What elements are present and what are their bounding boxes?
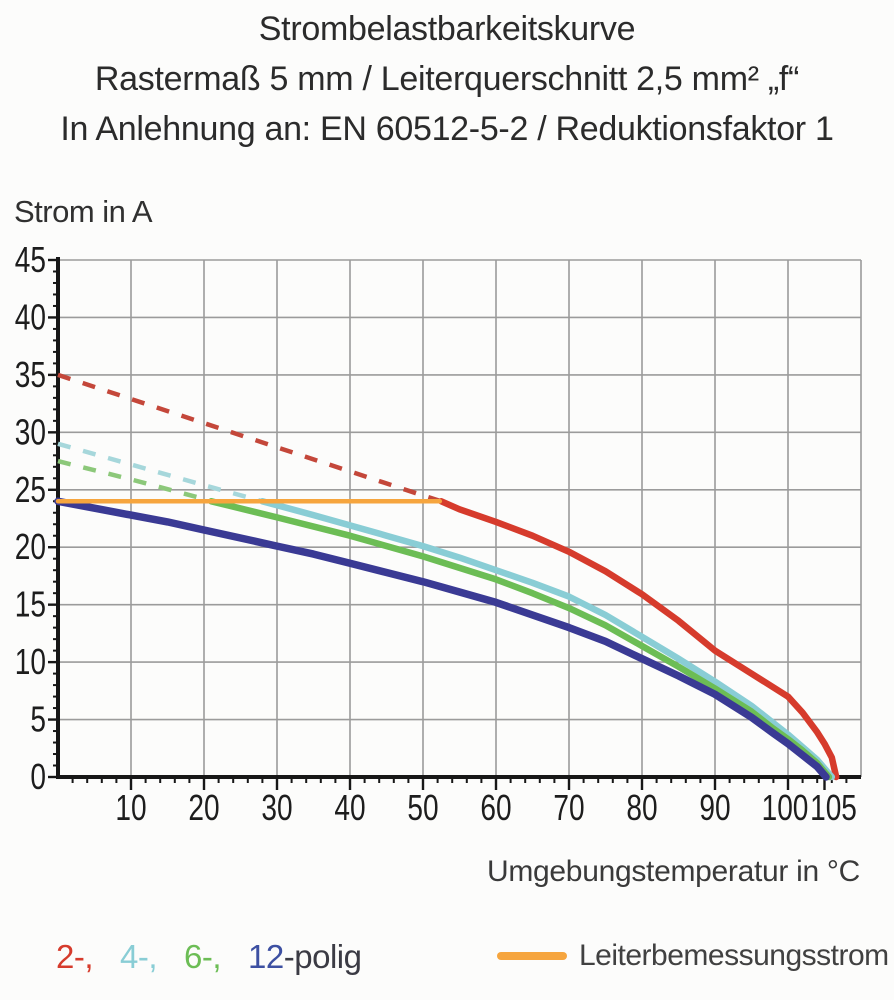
curve-4-polig-dashed (57, 441, 263, 504)
legend-pole-counts: 2-, 4-, 6-, 12 -polig (56, 938, 362, 976)
svg-text:10: 10 (15, 642, 46, 682)
tick-labels: 10 20 30 40 50 60 70 80 90 100 105 0 5 10 15 20 25 30 35 40… (15, 240, 857, 828)
x-tick-label-70: 70 (553, 788, 584, 828)
legend-entry-12-polig: 12 (248, 938, 284, 975)
chart-header: Strombelastbarkeitskurve Rastermaß 5 mm … (0, 4, 894, 154)
svg-text:80: 80 (626, 788, 657, 828)
x-tick-label-50: 50 (407, 788, 438, 828)
chart-title-line1: Strombelastbarkeitskurve (258, 10, 636, 48)
x-tick-label-40: 40 (334, 788, 365, 828)
svg-text:105: 105 (810, 788, 857, 828)
y-tick-label-45: 45 (15, 240, 46, 280)
svg-text:0: 0 (30, 757, 46, 797)
y-axis-label: Strom in A (14, 194, 153, 229)
svg-text:30: 30 (261, 788, 292, 828)
grid (58, 259, 862, 777)
rated-current-line-swatch (497, 952, 567, 960)
legend-entry-4-polig: 4-, (120, 938, 158, 975)
x-tick-label-80: 80 (626, 788, 657, 828)
svg-text:70: 70 (553, 788, 584, 828)
x-tick-label-20: 20 (188, 788, 219, 828)
curve-12-polig-solid (54, 497, 830, 781)
curves (54, 372, 840, 781)
svg-text:60: 60 (480, 788, 511, 828)
chart-title-line3: In Anlehnung an: EN 60512-5-2 / Reduktio… (60, 110, 834, 148)
x-tick-label-60: 60 (480, 788, 511, 828)
y-tick-label-30: 30 (15, 412, 46, 452)
x-tick-label-105: 105 (810, 788, 857, 828)
y-tick-label-0: 0 (30, 757, 46, 797)
legend-entry-6-polig: 6-, (184, 938, 222, 975)
x-tick-label-10: 10 (115, 788, 146, 828)
svg-text:40: 40 (334, 788, 365, 828)
x-axis-label: Umgebungstemperatur in °C (486, 855, 860, 888)
curve-2-polig-solid (438, 498, 840, 781)
y-tick-label-5: 5 (30, 699, 46, 739)
curve-2-polig-dashed (57, 372, 442, 504)
x-tick-label-90: 90 (699, 788, 730, 828)
svg-text:25: 25 (15, 469, 46, 509)
y-tick-label-15: 15 (15, 584, 46, 624)
svg-text:30: 30 (15, 412, 46, 452)
svg-text:45: 45 (15, 240, 46, 280)
svg-text:50: 50 (407, 788, 438, 828)
legend-poles-suffix: -polig (283, 938, 362, 975)
y-tick-label-10: 10 (15, 642, 46, 682)
legend-entry-2-polig: 2-, (56, 938, 94, 975)
svg-text:10: 10 (115, 788, 146, 828)
curve-6-polig-solid (208, 498, 833, 781)
y-tick-label-25: 25 (15, 469, 46, 509)
svg-text:100: 100 (762, 788, 809, 828)
y-tick-label-40: 40 (15, 297, 46, 337)
svg-text:40: 40 (15, 297, 46, 337)
svg-text:90: 90 (699, 788, 730, 828)
chart-title-line2: Rastermaß 5 mm / Leiterquerschnitt 2,5 m… (94, 60, 800, 98)
svg-text:35: 35 (15, 355, 46, 395)
axes (56, 257, 861, 779)
y-tick-label-35: 35 (15, 355, 46, 395)
y-tick-label-20: 20 (15, 527, 46, 567)
curve-4-polig-solid (259, 498, 836, 781)
x-tick-label-100: 100 (762, 788, 809, 828)
svg-text:15: 15 (15, 584, 46, 624)
svg-text:5: 5 (30, 699, 46, 739)
svg-text:20: 20 (188, 788, 219, 828)
x-tick-label-30: 30 (261, 788, 292, 828)
svg-text:20: 20 (15, 527, 46, 567)
curve-6-polig-dashed (57, 458, 212, 504)
legend-rated-current: Leiterbemessungsstrom (497, 936, 889, 976)
rated-current-label: Leiterbemessungsstrom (579, 939, 889, 972)
